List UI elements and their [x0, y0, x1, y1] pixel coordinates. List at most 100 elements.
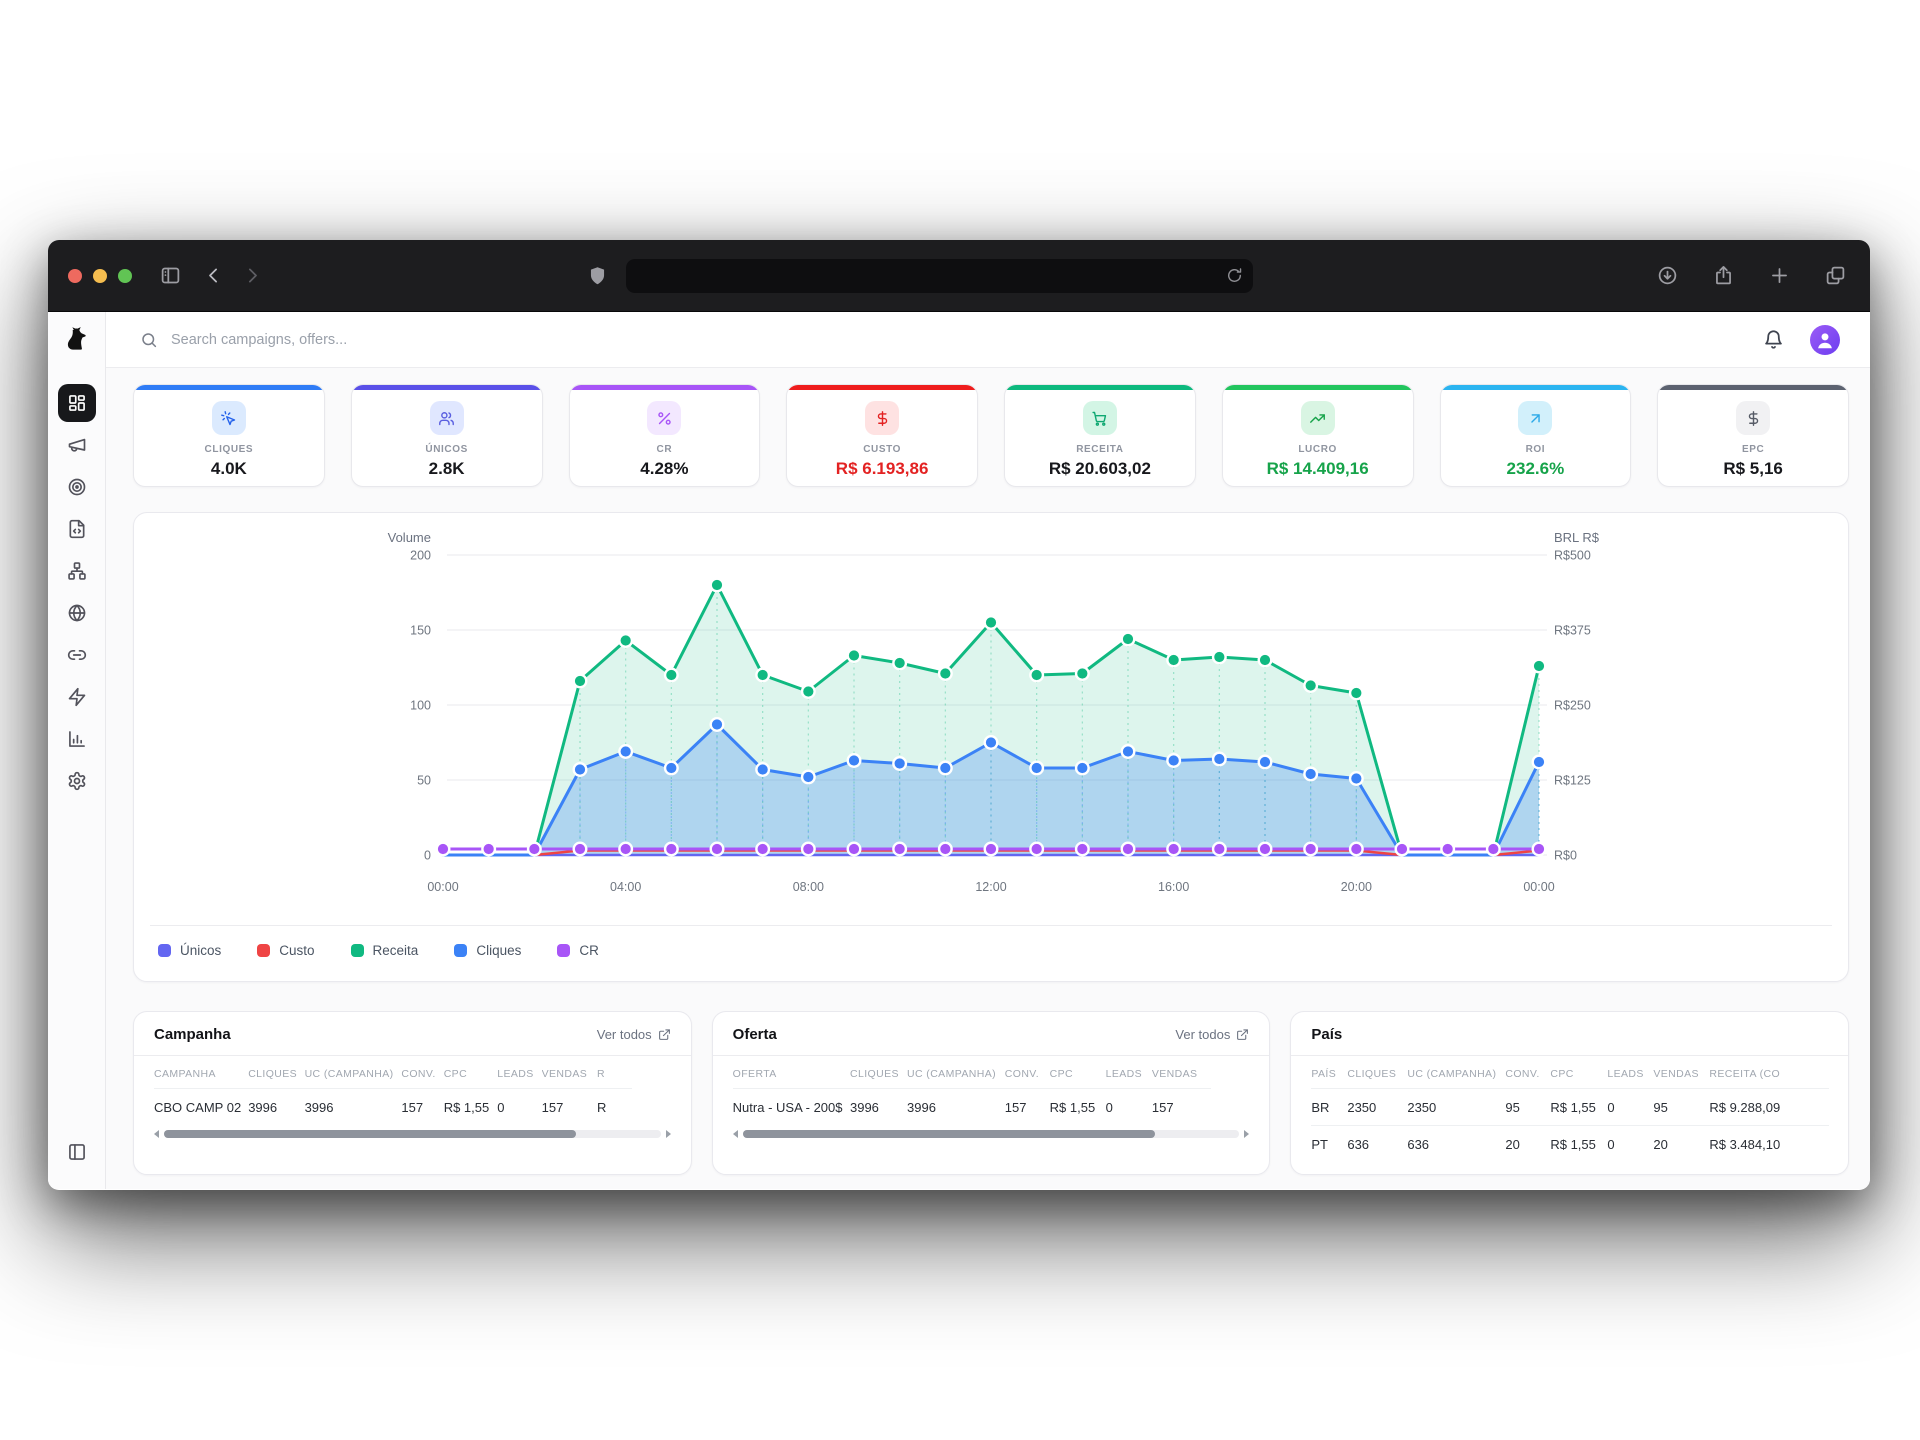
link-icon [67, 645, 87, 665]
campanha-table-card: Campanha Ver todos CAMPANHA CLIQUES UC (CAMP… [133, 1011, 692, 1175]
column-header: RECEITA (CO [1709, 1068, 1781, 1080]
sidebar-item-reports[interactable] [58, 720, 96, 758]
kpi-card-roi: ROI 232.6% [1439, 384, 1632, 487]
column-header: LEADS [1607, 1068, 1644, 1080]
browser-sidebar-toggle-button[interactable] [156, 261, 185, 290]
table-title: Oferta [732, 1026, 777, 1043]
sidebar-item-settings[interactable] [58, 762, 96, 800]
window-minimize-button[interactable] [93, 268, 118, 283]
kpi-value: R$ 20.603,02 [1048, 459, 1151, 478]
legend-item-cliques[interactable]: Cliques [454, 943, 521, 958]
legend-item-cr[interactable]: CR [557, 943, 599, 958]
search-input[interactable] [171, 331, 591, 348]
dog-logo-icon [63, 326, 91, 354]
column-header: LEADS [497, 1068, 534, 1080]
browser-window: CLIQUES 4.0K ÚNICOS 2.8K CR 4.28% CUSTO R$ 6.19… [48, 240, 1870, 1190]
kpi-accent-bar [1222, 385, 1413, 390]
horizontal-scrollbar[interactable] [154, 1128, 671, 1140]
table-row: PT 636 636 20 R$ 1,55 0 20 R$ 3.484,10 [1311, 1125, 1830, 1162]
sidebar-item-domains[interactable] [58, 594, 96, 632]
browser-forward-button[interactable] [238, 261, 267, 290]
panel-left-icon [67, 1142, 87, 1162]
legend-item-receita[interactable]: Receita [350, 942, 419, 958]
privacy-shield-button[interactable] [583, 261, 612, 290]
kpi-card-epc: EPC R$ 5,16 [1657, 384, 1849, 487]
table-cell: 157 [1004, 1088, 1050, 1125]
legend-item-custo[interactable]: Custo [257, 943, 315, 958]
svg-text:R$500: R$500 [1554, 549, 1591, 563]
new-tab-button[interactable] [1765, 261, 1794, 290]
horizontal-scrollbar[interactable] [732, 1128, 1250, 1140]
dollar-icon [1745, 410, 1762, 427]
column-header: CLIQUES [849, 1068, 899, 1080]
legend-label: Receita [372, 942, 419, 958]
sidebar-item-offers[interactable] [58, 468, 96, 506]
user-icon [1818, 332, 1832, 348]
kpi-label: LUCRO [1298, 444, 1337, 455]
share-button[interactable] [1709, 261, 1738, 290]
table-cell: 636 [1407, 1125, 1506, 1162]
column-header: UC (CAMPANHA) [1407, 1068, 1497, 1080]
legend-item-únicos[interactable]: Únicos [158, 943, 221, 958]
table-cell: 3996 [907, 1088, 1005, 1125]
kpi-card-receita: RECEITA R$ 20.603,02 [1004, 384, 1196, 487]
scrollbar-thumb[interactable] [164, 1130, 577, 1138]
tab-overview-button[interactable] [1821, 261, 1850, 290]
sidebar-item-links[interactable] [58, 636, 96, 674]
kpi-accent-bar [1658, 385, 1848, 390]
kpi-label: EPC [1741, 444, 1765, 455]
column-header: VENDAS [1653, 1068, 1699, 1080]
volume-chart: 0 R$0 50 R$125 100 R$250 150 R$375 200 R$500 Volum… [388, 530, 1600, 894]
browser-back-button[interactable] [199, 261, 228, 290]
kpi-card-custo: CUSTO R$ 6.193,86 [786, 384, 978, 487]
notifications-button[interactable] [1763, 329, 1784, 350]
svg-text:200: 200 [410, 549, 431, 563]
legend-label: Únicos [180, 942, 222, 958]
table-cell: 3996 [304, 1088, 402, 1125]
legend-swatch [454, 943, 468, 957]
megaphone-icon [67, 435, 87, 455]
kpi-value: R$ 6.193,86 [835, 459, 929, 478]
sidebar-item-dashboard[interactable] [57, 384, 96, 422]
user-avatar[interactable] [1810, 324, 1840, 355]
table-cell: 0 [1105, 1088, 1152, 1125]
scroll-left-arrow[interactable] [154, 1130, 159, 1138]
table-cell: 157 [541, 1088, 597, 1125]
users-icon [438, 410, 455, 427]
downloads-button[interactable] [1653, 261, 1682, 290]
kpi-card-cliques: CLIQUES 4.0K [133, 384, 325, 487]
sidebar-item-collapse-sidebar[interactable] [58, 1133, 96, 1171]
table-cell: 157 [1151, 1088, 1211, 1125]
file-code-icon [67, 519, 87, 539]
scrollbar-thumb[interactable] [742, 1130, 1155, 1138]
address-bar[interactable] [626, 258, 1253, 293]
column-header: CAMPANHA [154, 1068, 216, 1080]
window-zoom-button[interactable] [118, 268, 132, 283]
legend-swatch [557, 943, 571, 957]
window-close-button[interactable] [68, 268, 93, 283]
campanha-ver-todos-link[interactable]: Ver todos [597, 1027, 671, 1042]
network-icon [67, 561, 87, 581]
table-cell: R$ 1,55 [1550, 1088, 1608, 1126]
sidebar-item-campaigns[interactable] [58, 426, 96, 464]
sidebar-item-automation[interactable] [58, 678, 96, 716]
legend-label: Cliques [476, 942, 522, 958]
target-icon [67, 477, 87, 497]
zap-icon [67, 687, 87, 707]
scroll-right-arrow[interactable] [665, 1130, 671, 1138]
svg-text:0: 0 [424, 849, 431, 863]
oferta-ver-todos-link[interactable]: Ver todos [1175, 1027, 1249, 1042]
reload-button[interactable] [1226, 267, 1243, 284]
dashboard-grid-icon [67, 393, 87, 413]
column-header: CONV. [401, 1068, 436, 1080]
scroll-right-arrow[interactable] [1244, 1130, 1250, 1138]
column-header: PAÍS [1311, 1068, 1337, 1080]
kpi-label: ROI [1525, 444, 1546, 455]
svg-text:R$125: R$125 [1554, 774, 1591, 788]
download-icon [1657, 265, 1678, 286]
scroll-left-arrow[interactable] [732, 1130, 738, 1138]
app-logo[interactable] [48, 312, 105, 368]
legend-swatch [158, 943, 171, 957]
sidebar-item-landers[interactable] [58, 510, 96, 548]
sidebar-item-funnels[interactable] [58, 552, 96, 590]
